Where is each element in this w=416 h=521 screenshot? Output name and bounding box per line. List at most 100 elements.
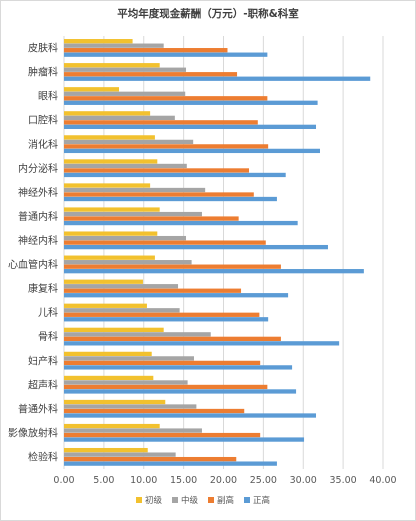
legend-label: 副高 <box>217 495 234 506</box>
bar-1 <box>64 255 155 260</box>
chart-title: 平均年度现金薪酬（万元）-职称&科室 <box>117 7 299 20</box>
bar-3 <box>64 48 228 53</box>
bar-1 <box>64 303 147 308</box>
bar-4 <box>64 293 289 298</box>
legend-label: 中级 <box>181 495 199 506</box>
bar-3 <box>64 432 261 438</box>
category-label: 妇产科 <box>28 354 58 367</box>
legend-swatch <box>172 497 178 503</box>
bar-1 <box>64 423 160 429</box>
bar-2 <box>64 356 194 361</box>
bar-1 <box>64 39 133 44</box>
bar-2 <box>64 67 187 72</box>
bar-1 <box>64 159 158 164</box>
bar-1 <box>64 183 151 188</box>
bar-4 <box>64 413 317 418</box>
bar-2 <box>64 404 197 409</box>
category-labels: 皮肤科肿瘤科眼科口腔科消化科内分泌科神经外科普通内科神经内科心血管内科康复科儿科… <box>8 42 58 464</box>
bar-1 <box>64 399 166 405</box>
bar-1 <box>64 207 160 212</box>
x-axis-ticks: 0.00 5.00 10.00 15.00 20.00 25.00 30.00 35.00 40… <box>53 475 396 486</box>
legend: 初级 中级 副高 正高 <box>136 495 270 506</box>
category-label: 心血管内科 <box>8 258 58 271</box>
bar-1 <box>64 351 152 357</box>
bar-4 <box>64 269 364 274</box>
bar-3 <box>64 96 268 101</box>
bar-2 <box>64 139 194 145</box>
bar-3 <box>64 384 268 390</box>
bar-2 <box>64 115 175 120</box>
bar-3 <box>64 456 237 462</box>
category-label: 眼科 <box>38 90 58 103</box>
bar-4 <box>64 317 269 322</box>
bar-3 <box>64 240 266 245</box>
bar-4 <box>64 148 320 154</box>
bar-2 <box>64 43 164 48</box>
bar-3 <box>64 360 261 366</box>
bar-2 <box>64 163 187 169</box>
bar-1 <box>64 327 164 332</box>
bar-4 <box>64 76 371 81</box>
category-label: 神经外科 <box>18 186 58 199</box>
category-label: 普通内科 <box>18 210 58 223</box>
bar-2 <box>64 211 202 217</box>
bar-1 <box>64 375 154 381</box>
bar-3 <box>64 168 250 173</box>
bar-2 <box>64 452 176 457</box>
bar-4 <box>64 124 317 129</box>
bar-3 <box>64 120 258 125</box>
bar-4 <box>64 341 340 346</box>
bar-3 <box>64 288 242 293</box>
bar-2 <box>64 284 179 289</box>
bar-4 <box>64 52 268 57</box>
bar-1 <box>64 135 155 140</box>
x-tick-label: 20.00 <box>210 475 237 486</box>
category-label: 影像放射科 <box>8 426 58 439</box>
category-label: 内分泌科 <box>18 162 58 175</box>
bar-4 <box>64 172 286 178</box>
bar-4 <box>64 461 277 466</box>
x-tick-label: 40.00 <box>369 475 396 486</box>
category-label: 康复科 <box>28 282 58 295</box>
bar-2 <box>64 428 202 433</box>
bar-2 <box>64 380 188 385</box>
x-tick-label: 30.00 <box>290 475 317 486</box>
x-tick-label: 15.00 <box>170 475 197 486</box>
bar-3 <box>64 336 281 341</box>
bar-1 <box>64 279 143 284</box>
bar-1 <box>64 447 148 453</box>
bar-1 <box>64 63 160 68</box>
bar-3 <box>64 192 254 197</box>
category-label: 肿瘤科 <box>28 66 58 79</box>
x-tick-label: 35.00 <box>330 475 357 486</box>
bar-4 <box>64 365 293 370</box>
bar-3 <box>64 264 281 269</box>
category-label: 检验科 <box>28 450 58 463</box>
bar-3 <box>64 72 238 77</box>
gridlines <box>63 36 384 469</box>
category-label: 神经内科 <box>18 234 58 247</box>
bars <box>64 39 371 466</box>
bar-2 <box>64 332 211 337</box>
bar-3 <box>64 144 269 149</box>
bar-4 <box>64 389 297 394</box>
legend-swatch <box>208 497 214 503</box>
bar-4 <box>64 244 328 250</box>
category-label: 超声科 <box>28 378 58 391</box>
bar-2 <box>64 260 192 265</box>
bar-1 <box>64 231 158 236</box>
bar-1 <box>64 111 151 116</box>
bar-2 <box>64 235 187 241</box>
legend-label: 初级 <box>145 495 163 506</box>
x-tick-label: 25.00 <box>250 475 277 486</box>
x-tick-label: 10.00 <box>130 475 157 486</box>
category-label: 普通外科 <box>18 402 58 415</box>
bar-4 <box>64 220 298 226</box>
bar-4 <box>64 437 305 442</box>
bar-3 <box>64 312 260 317</box>
bar-2 <box>64 187 206 193</box>
legend-swatch <box>244 497 250 503</box>
bar-3 <box>64 408 245 414</box>
x-tick-label: 5.00 <box>93 475 114 486</box>
